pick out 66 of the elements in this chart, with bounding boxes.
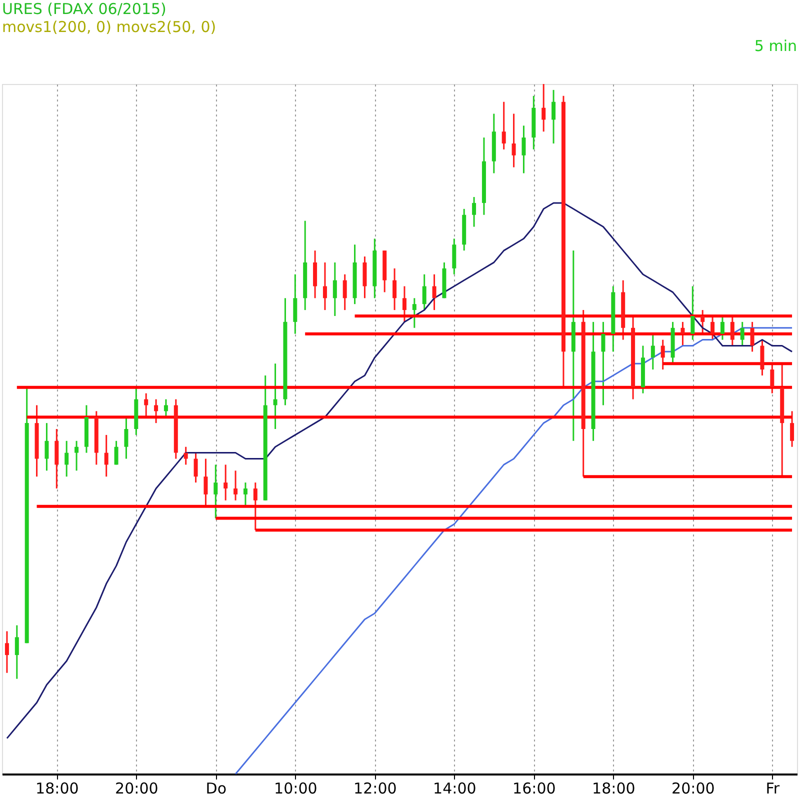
candlestick (74, 440, 79, 472)
chart-title: URES (FDAX 06/2015) (2, 0, 166, 18)
x-tick-label: 18:00 (592, 780, 636, 798)
candlestick (124, 416, 128, 460)
candlestick (4, 630, 9, 674)
candlestick (472, 196, 476, 228)
candlestick (452, 238, 456, 276)
chart-subtitle: movs1(200, 0) movs2(50, 0) (2, 18, 216, 36)
candlestick (730, 315, 734, 346)
candlestick (710, 315, 715, 341)
candlestick (720, 315, 724, 341)
candlestick (204, 458, 208, 508)
x-tick-label: Do (206, 780, 227, 798)
candlestick (214, 464, 218, 519)
candlestick (64, 440, 69, 478)
candlestick (770, 362, 774, 394)
candlestick (342, 274, 347, 311)
candlestick (690, 285, 695, 341)
candlestick (392, 268, 397, 311)
x-tick-label: 18:00 (36, 780, 79, 798)
candlestick (362, 256, 367, 299)
candlestick (243, 482, 248, 508)
candlestick (332, 262, 337, 317)
candlestick (680, 321, 685, 346)
candlestick (601, 321, 606, 406)
candlestick (104, 434, 108, 478)
x-tick-label: 20:00 (115, 780, 158, 798)
candlestick (502, 101, 506, 150)
candlestick (154, 398, 158, 424)
candlestick (700, 309, 705, 335)
candlestick (522, 124, 526, 174)
candlestick (432, 274, 436, 311)
candlestick (313, 250, 318, 299)
candlestick (790, 410, 794, 448)
candlestick (234, 470, 238, 502)
x-tick-label: 14:00 (433, 780, 476, 798)
text: 5 min (754, 37, 797, 55)
candlestick (760, 339, 764, 376)
candlestick (293, 274, 298, 335)
candlestick (650, 333, 655, 370)
x-tick-label: 20:00 (672, 780, 715, 798)
candlestick (322, 262, 327, 311)
candlestick (224, 464, 228, 502)
candlestick (660, 339, 665, 370)
candlestick (273, 362, 278, 430)
candlestick (740, 321, 744, 346)
candlestick (512, 112, 516, 168)
candlestick (54, 428, 59, 490)
candlestick (184, 446, 188, 466)
candlestick (144, 392, 148, 418)
x-tick-label: 10:00 (274, 780, 318, 798)
x-tick-label: 12:00 (354, 780, 397, 798)
candlestick (412, 297, 416, 329)
x-tick-label: Fr (766, 780, 780, 798)
candlestick (422, 274, 426, 311)
candlestick (14, 624, 19, 680)
candlestick (750, 321, 754, 352)
candlestick (253, 482, 258, 531)
candlestick (552, 89, 556, 144)
candlestick (402, 285, 406, 323)
x-tick-label: 16:00 (512, 780, 556, 798)
candlestick (194, 452, 198, 484)
candlestick (114, 440, 118, 466)
candlestick (44, 422, 49, 472)
candlestick (542, 83, 546, 132)
candlestick (164, 398, 168, 418)
